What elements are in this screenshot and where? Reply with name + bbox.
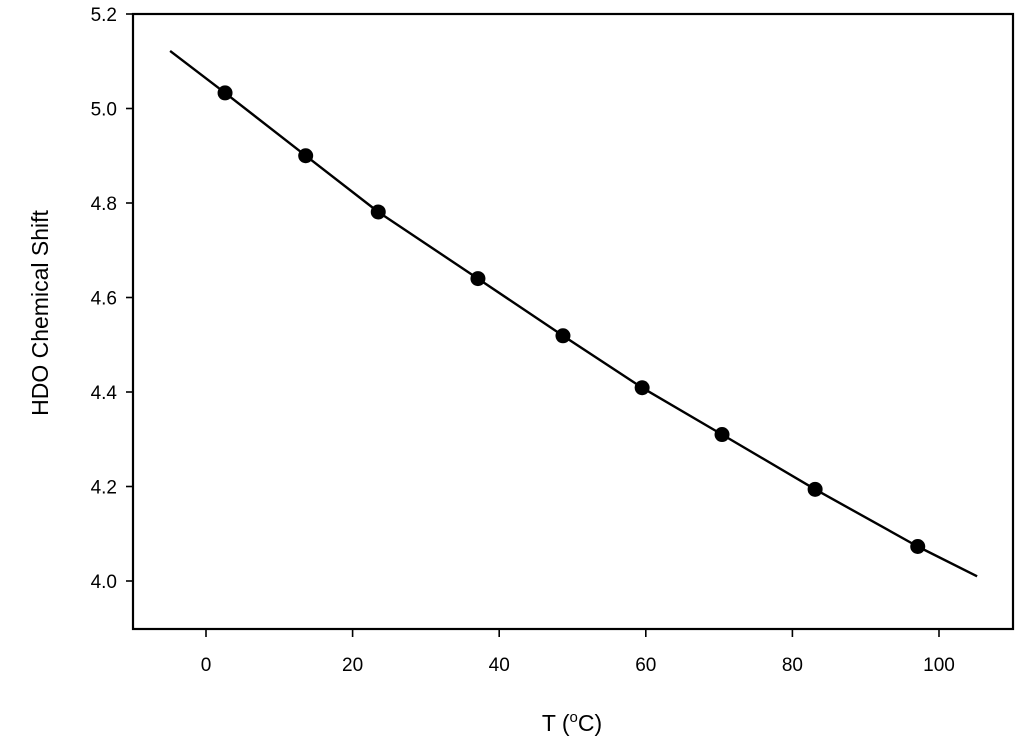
data-point <box>634 380 650 396</box>
x-tick-label: 40 <box>489 655 510 676</box>
y-tick-label: 4.4 <box>91 383 118 404</box>
plot-border <box>131 12 1015 631</box>
data-point <box>555 328 571 344</box>
data-point <box>370 204 386 220</box>
x-tick-label: 80 <box>782 655 803 676</box>
x-tick-label: 60 <box>635 655 656 676</box>
y-tick-label: 4.0 <box>91 572 117 593</box>
data-point <box>298 148 314 164</box>
x-tick-label: 100 <box>923 655 955 676</box>
data-point <box>714 427 730 443</box>
data-point <box>217 85 233 101</box>
y-axis-title: HDO Chemical Shift <box>27 210 53 416</box>
data-point <box>807 481 823 497</box>
x-tick-label: 0 <box>201 655 212 676</box>
data-point <box>470 271 486 287</box>
y-axis-ticks: 4.0 4.2 4.4 4.6 4.8 5.0 5.2 <box>91 5 133 593</box>
plot-frame <box>131 12 1015 631</box>
y-tick-label: 5.2 <box>91 5 117 26</box>
x-axis-ticks: 0 20 40 60 80 100 <box>201 629 955 676</box>
data-point <box>910 539 926 555</box>
x-axis-title: T (oC) <box>542 709 602 736</box>
y-tick-label: 5.0 <box>91 100 117 121</box>
y-tick-label: 4.2 <box>91 478 117 499</box>
y-tick-label: 4.6 <box>91 289 117 310</box>
x-tick-label: 20 <box>342 655 363 676</box>
y-tick-label: 4.8 <box>91 194 117 215</box>
fit-curve <box>169 49 978 578</box>
data-points <box>217 85 926 555</box>
fit-line <box>169 49 978 578</box>
